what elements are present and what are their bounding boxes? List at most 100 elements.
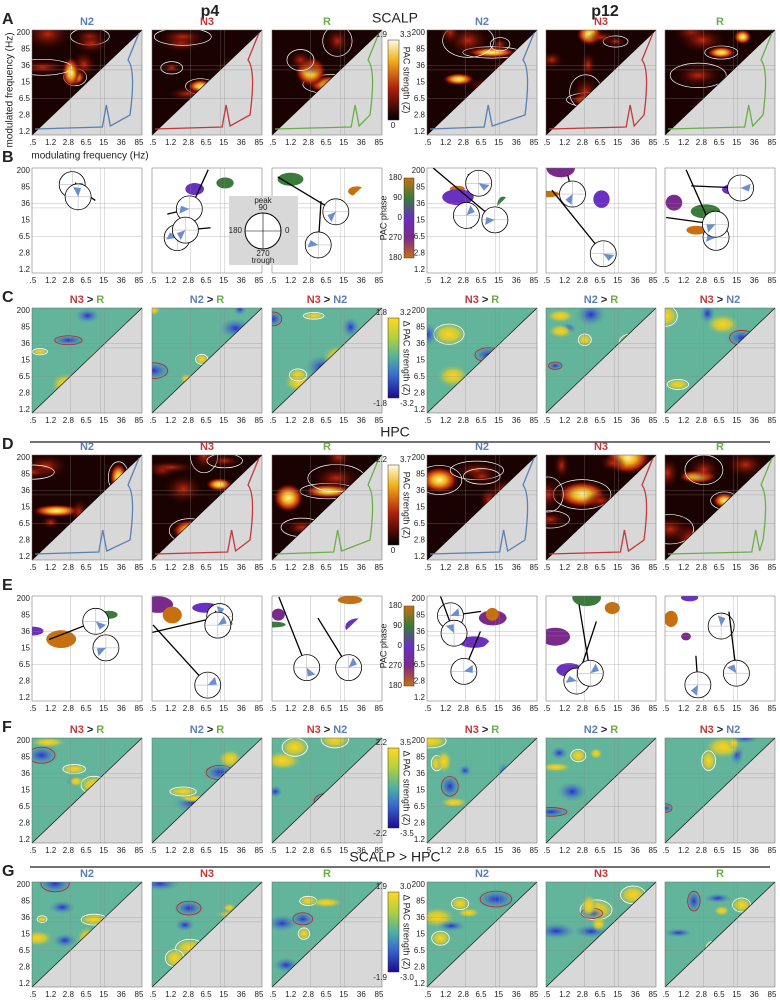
contour <box>577 333 592 346</box>
x-tick-label: 85 <box>649 990 658 999</box>
blob <box>546 190 560 198</box>
y-tick-label: 15 <box>21 78 30 87</box>
blob <box>681 632 691 641</box>
x-tick-label: 36 <box>631 846 640 855</box>
column-header: N3 <box>200 16 214 28</box>
blob <box>152 882 180 891</box>
blob <box>673 63 723 87</box>
blob <box>713 905 730 917</box>
colorbar-tick: 0 <box>398 641 403 650</box>
y-tick-label: 36 <box>416 486 425 495</box>
x-tick-label: 85 <box>255 276 264 285</box>
x-tick-label: 1.2 <box>559 138 571 147</box>
contour <box>687 890 701 912</box>
header-part: R <box>96 294 104 306</box>
panel-frame <box>31 29 143 136</box>
diagonal <box>31 454 143 561</box>
blob <box>733 30 752 45</box>
colorbar-tick: 270 <box>389 661 403 670</box>
contour <box>36 915 48 923</box>
y-tick-label: 15 <box>416 644 425 653</box>
x-tick-label: 85 <box>768 990 777 999</box>
spectrum-line <box>667 32 773 130</box>
x-tick-label: 36 <box>750 563 759 572</box>
panel-frame <box>664 307 776 414</box>
column-header: R <box>716 441 724 453</box>
blob <box>37 882 73 894</box>
x-tick-label: 85 <box>135 138 144 147</box>
blob <box>576 308 606 327</box>
contour <box>297 927 311 940</box>
x-tick-label: 6.5 <box>713 990 725 999</box>
y-tick-label: 85 <box>416 470 425 479</box>
polar-petal <box>485 217 495 225</box>
header-part: > <box>601 294 607 306</box>
y-axis-label: modulated frequency (Hz) <box>5 32 16 147</box>
panel-letter: A <box>2 11 14 28</box>
x-tick-label: 36 <box>631 704 640 713</box>
x-tick-label: 85 <box>649 704 658 713</box>
blob <box>546 51 564 69</box>
colorbar-tick: 3.5 <box>400 738 412 747</box>
header-part: N2 <box>190 294 204 306</box>
x-tick-label: 36 <box>117 563 126 572</box>
header-part: > <box>324 294 330 306</box>
x-tick-label: 6.5 <box>594 563 606 572</box>
header-part: N3 <box>700 724 714 736</box>
x-tick-label: .5 <box>425 416 432 425</box>
spectrum-line <box>548 457 654 555</box>
x-tick-label: 6.5 <box>594 276 606 285</box>
spectrum-line <box>274 457 380 555</box>
colorbar-label: PAC strength (Z) <box>402 47 412 114</box>
y-tick-label: 2.8 <box>414 963 426 972</box>
x-tick-label: 1.2 <box>559 416 571 425</box>
panel-letter: F <box>2 719 12 736</box>
header-part: N3 <box>465 724 479 736</box>
y-tick-label: 36 <box>21 339 30 348</box>
blob <box>546 478 562 511</box>
x-tick-label: 6.5 <box>713 276 725 285</box>
panel <box>271 737 383 844</box>
colorbar <box>387 464 400 546</box>
blob <box>279 738 311 759</box>
contour <box>32 58 73 76</box>
contour <box>546 510 570 529</box>
x-tick-label: 1.2 <box>45 704 57 713</box>
column-header: N3 > N2 <box>307 294 348 306</box>
y-tick-label: 15 <box>416 216 425 225</box>
panel <box>271 307 383 414</box>
x-tick-label: 85 <box>530 990 539 999</box>
x-tick-label: 36 <box>512 563 521 572</box>
spectrum-line <box>274 32 380 130</box>
x-tick-label: 1.2 <box>559 276 571 285</box>
blob <box>272 621 286 628</box>
y-tick-label: 1.2 <box>19 693 31 702</box>
x-tick-label: 85 <box>768 416 777 425</box>
x-tick-label: 6.5 <box>320 276 332 285</box>
diagonal <box>426 29 538 136</box>
header-part: N3 <box>70 724 84 736</box>
x-tick-label: 2.8 <box>577 563 589 572</box>
diagonal <box>151 454 263 561</box>
blob <box>324 30 351 56</box>
x-tick-label: 1.2 <box>559 563 571 572</box>
x-tick-label: .5 <box>425 276 432 285</box>
header-part: N2 <box>726 724 740 736</box>
x-tick-label: 36 <box>357 276 366 285</box>
colorbar-tick: 2.2 <box>376 455 388 464</box>
section-title: SCALP <box>372 10 418 26</box>
panel-frame <box>271 307 383 414</box>
panel <box>151 881 263 988</box>
blob <box>485 607 499 621</box>
diagonal <box>271 737 383 844</box>
x-tick-label: 2.8 <box>696 846 708 855</box>
y-tick-label: 6.5 <box>19 372 31 381</box>
x-tick-label: .5 <box>663 416 670 425</box>
column-header: N3 > N2 <box>307 724 348 736</box>
x-tick-label: 1.2 <box>440 563 452 572</box>
x-tick-label: .5 <box>544 990 551 999</box>
x-tick-label: 1.2 <box>678 276 690 285</box>
header-part: R <box>96 724 104 736</box>
y-tick-label: 200 <box>17 453 31 462</box>
